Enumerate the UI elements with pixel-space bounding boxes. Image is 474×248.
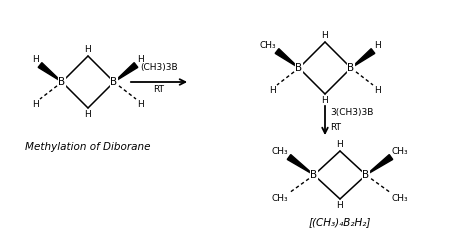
- Text: (CH3)3B: (CH3)3B: [140, 63, 178, 72]
- Text: CH₃: CH₃: [392, 147, 409, 156]
- Text: B: B: [363, 170, 370, 180]
- Text: CH₃: CH₃: [272, 194, 288, 203]
- Text: B: B: [310, 170, 318, 180]
- Text: B: B: [110, 77, 118, 87]
- Text: H: H: [374, 41, 381, 50]
- Text: H: H: [337, 140, 343, 149]
- Polygon shape: [366, 155, 393, 175]
- Polygon shape: [351, 49, 375, 68]
- Text: H: H: [322, 31, 328, 40]
- Text: Methylation of Diborane: Methylation of Diborane: [25, 142, 151, 152]
- Text: B: B: [295, 63, 302, 73]
- Text: 3(CH3)3B: 3(CH3)3B: [330, 107, 374, 117]
- Text: B: B: [347, 63, 355, 73]
- Polygon shape: [38, 63, 62, 82]
- Text: RT: RT: [330, 123, 341, 131]
- Text: B: B: [58, 77, 65, 87]
- Text: H: H: [85, 110, 91, 119]
- Text: CH₃: CH₃: [259, 41, 276, 50]
- Text: H: H: [32, 100, 39, 109]
- Text: CH₃: CH₃: [392, 194, 409, 203]
- Text: RT: RT: [154, 85, 164, 94]
- Text: H: H: [32, 55, 39, 64]
- Polygon shape: [275, 49, 299, 68]
- Text: H: H: [85, 45, 91, 54]
- Text: H: H: [137, 100, 144, 109]
- Text: H: H: [374, 86, 381, 95]
- Text: H: H: [137, 55, 144, 64]
- Polygon shape: [287, 155, 314, 175]
- Text: CH₃: CH₃: [272, 147, 288, 156]
- Text: H: H: [322, 96, 328, 105]
- Text: H: H: [269, 86, 276, 95]
- Text: H: H: [337, 201, 343, 210]
- Text: [(CH₃)₄B₂H₂]: [(CH₃)₄B₂H₂]: [309, 217, 371, 227]
- Polygon shape: [114, 63, 138, 82]
